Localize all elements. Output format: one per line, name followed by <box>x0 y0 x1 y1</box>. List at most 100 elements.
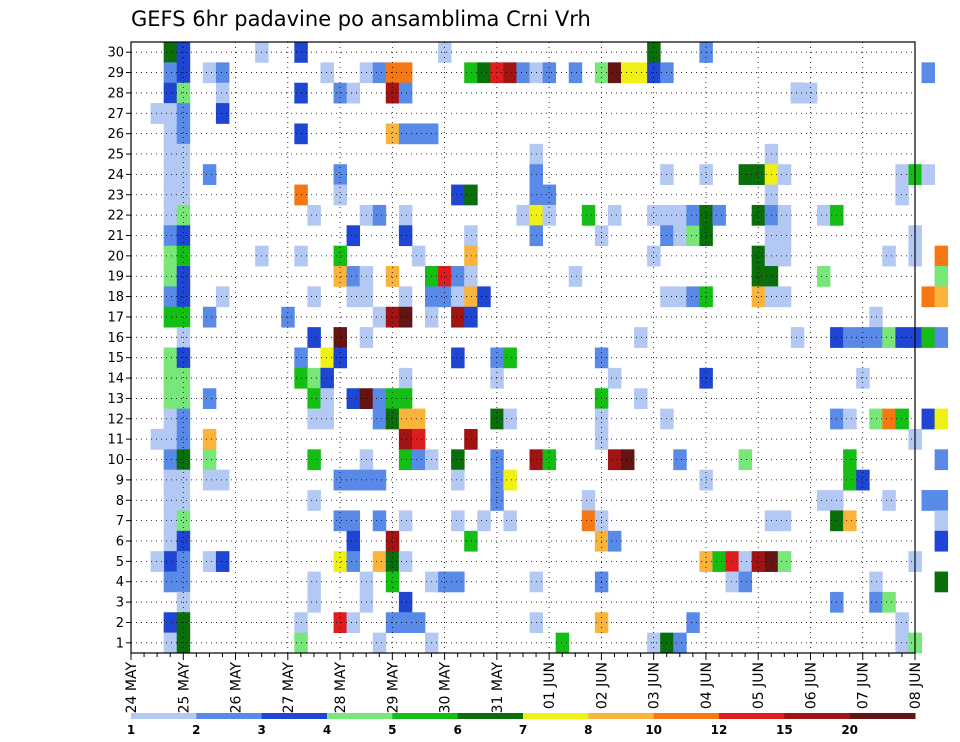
colorbar-swatch <box>523 713 589 719</box>
heatmap-cell <box>163 428 178 450</box>
heatmap-cell <box>777 164 792 185</box>
x-tick-label: 07 JUN <box>856 662 872 709</box>
heatmap-cell <box>738 571 753 593</box>
heatmap-cell <box>176 571 191 593</box>
heatmap-cell <box>490 408 504 430</box>
heatmap-cell <box>673 225 687 247</box>
heatmap-cell <box>712 204 726 226</box>
heatmap-cell <box>777 551 792 572</box>
heatmap-cell <box>176 184 191 206</box>
heatmap-cell <box>163 266 178 287</box>
heatmap-cell <box>438 571 452 593</box>
heatmap-cell <box>215 286 230 308</box>
heatmap-cell <box>320 367 334 389</box>
x-tick-label: 29 MAY <box>385 662 401 714</box>
heatmap-cell <box>738 551 753 572</box>
heatmap-cell <box>215 82 230 104</box>
heatmap-cell <box>398 551 413 572</box>
heatmap-cell <box>176 428 191 450</box>
x-tick-label: 28 MAY <box>333 662 349 714</box>
heatmap-cell <box>163 103 178 124</box>
y-tick-label: 30 <box>107 46 124 61</box>
heatmap-cell <box>398 367 413 389</box>
heatmap-cell <box>777 510 792 532</box>
y-tick-label: 24 <box>107 168 124 183</box>
y-tick-label: 4 <box>116 575 124 590</box>
heatmap-cell <box>895 184 909 206</box>
heatmap-cell <box>934 286 949 308</box>
heatmap-cell <box>163 449 178 471</box>
heatmap-cell <box>307 367 321 389</box>
colorbar-swatch <box>131 713 197 719</box>
heatmap-cell <box>895 612 909 634</box>
heatmap-cell <box>843 469 857 491</box>
heatmap-cell <box>202 428 217 450</box>
y-tick-label: 12 <box>107 412 124 427</box>
heatmap-cell <box>843 510 857 532</box>
heatmap-cell <box>163 632 178 654</box>
heatmap-cell <box>621 449 635 471</box>
heatmap-cell <box>621 62 635 84</box>
heatmap-cell <box>163 245 178 267</box>
heatmap-cell <box>725 571 739 593</box>
heatmap-cell <box>843 327 857 348</box>
heatmap-cell <box>843 449 857 471</box>
heatmap-cell <box>934 530 949 552</box>
x-tick-label: 03 JUN <box>647 662 663 709</box>
y-tick-label: 21 <box>107 229 124 244</box>
heatmap-cell <box>438 266 452 287</box>
heatmap-cell <box>176 449 191 471</box>
y-tick-label: 14 <box>107 372 124 387</box>
heatmap-cell <box>398 62 413 84</box>
heatmap-cell <box>817 490 831 511</box>
heatmap-cell <box>921 327 935 348</box>
colorbar-level-label: 7 <box>519 723 527 737</box>
heatmap-cell <box>477 62 491 84</box>
heatmap-cell <box>934 449 949 471</box>
heatmap-cell <box>712 551 726 572</box>
heatmap-cell <box>372 408 387 430</box>
heatmap-cell <box>542 204 557 226</box>
heatmap-cell <box>895 327 909 348</box>
heatmap-cell <box>581 490 596 511</box>
heatmap-cell <box>516 62 530 84</box>
heatmap-cell <box>934 510 949 532</box>
heatmap-cell <box>346 530 361 552</box>
colorbar-level-label: 10 <box>645 723 662 737</box>
heatmap-cell <box>320 388 334 409</box>
heatmap-cell <box>411 428 426 450</box>
heatmap-cell <box>346 469 361 491</box>
heatmap-cell <box>346 266 361 287</box>
heatmap-cell <box>176 103 191 124</box>
heatmap-cell <box>607 62 622 84</box>
heatmap-cell <box>385 530 400 552</box>
heatmap-cell <box>398 82 413 104</box>
heatmap-cell <box>464 286 478 308</box>
y-tick-label: 10 <box>107 453 124 468</box>
heatmap-cell <box>372 551 387 572</box>
heatmap-cell <box>346 388 361 409</box>
heatmap-cell <box>176 225 191 247</box>
heatmap-cell <box>176 530 191 552</box>
heatmap-cell <box>163 225 178 247</box>
heatmap-cell <box>673 204 687 226</box>
y-tick-label: 5 <box>116 555 124 570</box>
heatmap-cell <box>176 408 191 430</box>
y-tick-label: 18 <box>107 290 124 305</box>
heatmap-cell <box>490 367 504 389</box>
colorbar-level-label: 12 <box>711 723 728 737</box>
heatmap-cell <box>542 449 557 471</box>
heatmap-cell <box>634 327 648 348</box>
heatmap-cell <box>490 469 504 491</box>
colorbar-swatch <box>653 713 720 719</box>
heatmap-cell <box>163 612 178 634</box>
heatmap-cell <box>503 62 517 84</box>
chart-title: GEFS 6hr padavine po ansamblima Crni Vrh <box>131 7 591 31</box>
heatmap-cell <box>307 591 321 613</box>
heatmap-cell <box>385 266 400 287</box>
y-tick-label: 16 <box>107 331 124 346</box>
colorbar-level-label: 5 <box>388 723 396 737</box>
heatmap-cell <box>934 490 949 511</box>
colorbar: 1 2 3 4 5 6 7 8 10 12 15 20 <box>127 713 916 737</box>
heatmap-cell <box>307 388 321 409</box>
